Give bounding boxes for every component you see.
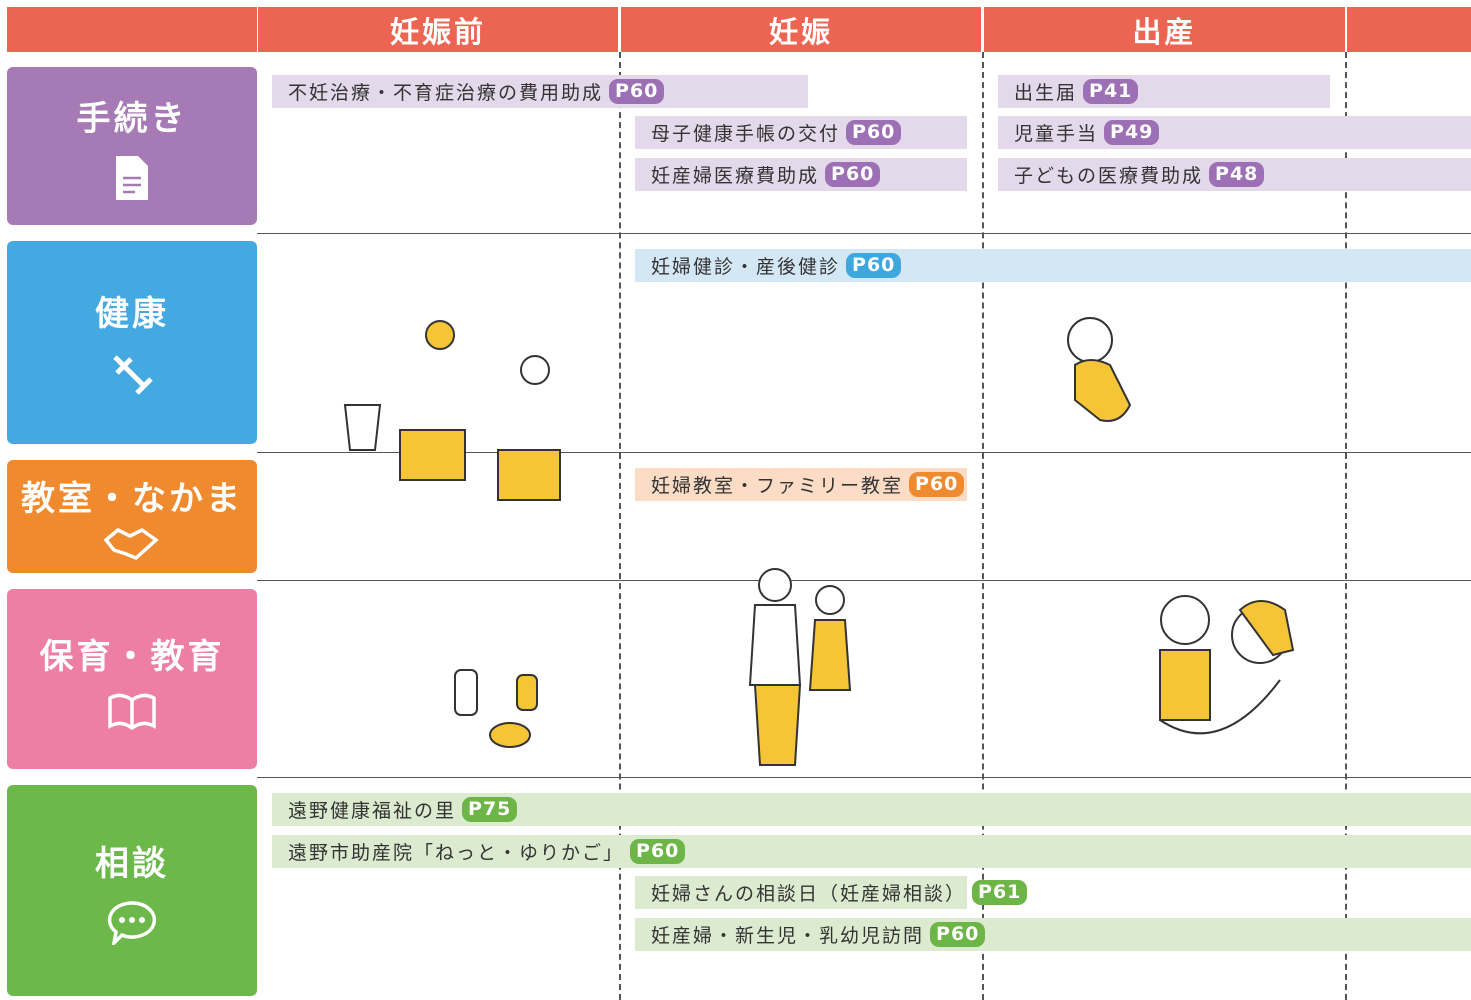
item-text: 妊婦さんの相談日（妊産婦相談）: [651, 883, 967, 905]
header-blank: [7, 7, 257, 52]
item: 遠野健康福祉の里 P75: [272, 793, 1471, 826]
row-line: [257, 452, 1471, 453]
page-badge: P49: [1104, 120, 1160, 145]
illustration-family: [748, 568, 852, 766]
item: 出生届 P41: [998, 75, 1330, 108]
stage-header: 出産: [984, 7, 1345, 52]
divider: [619, 52, 621, 1000]
handshake-icon: [103, 527, 159, 561]
item-text: 妊産婦医療費助成: [651, 165, 820, 187]
item-text: 遠野市助産院「ねっと・ゆりかご」: [288, 842, 625, 864]
category: 健康: [7, 241, 257, 444]
page-badge: P75: [462, 797, 518, 822]
category-label: 健康: [95, 294, 169, 334]
row-line: [257, 580, 1471, 581]
item: 妊産婦・新生児・乳幼児訪問 P60: [635, 918, 1471, 951]
category-label: 相談: [95, 844, 169, 884]
page-badge: P41: [1083, 79, 1139, 104]
item-text: 出生届: [1014, 82, 1078, 104]
page-badge: P48: [1209, 162, 1265, 187]
syringe-icon: [113, 355, 153, 395]
header-blank: [1347, 7, 1471, 52]
divider: [982, 52, 984, 1000]
item-text: 不妊治療・不育症治療の費用助成: [288, 82, 604, 104]
illustration-consult: [343, 320, 561, 501]
doc-icon: [116, 155, 148, 200]
page-badge: P60: [609, 79, 665, 104]
page-badge: P60: [909, 472, 965, 497]
stage-header: 妊娠前: [258, 7, 618, 52]
category: 保育・教育: [7, 589, 257, 769]
page-badge: P60: [846, 253, 902, 278]
category-label: 保育・教育: [39, 636, 225, 677]
category: 教室・なかま: [7, 460, 257, 573]
category: 手続き: [7, 67, 257, 225]
item-text: 子どもの医療費助成: [1014, 165, 1204, 187]
divider: [1345, 52, 1347, 1000]
item: 妊婦さんの相談日（妊産婦相談） P61: [635, 876, 1028, 909]
page-badge: P60: [846, 120, 902, 145]
item: 妊産婦医療費助成 P60: [635, 158, 967, 191]
item: 子どもの医療費助成 P48: [998, 158, 1471, 191]
category-label: 手続き: [76, 98, 188, 139]
category: 相談: [7, 785, 257, 996]
item: 遠野市助産院「ねっと・ゆりかご」 P60: [272, 835, 1471, 868]
chat-icon: [107, 901, 157, 945]
book-icon: [108, 693, 156, 730]
item: 不妊治療・不育症治療の費用助成 P60: [272, 75, 808, 108]
illustration-toys: [454, 669, 538, 748]
item: 妊婦教室・ファミリー教室 P60: [635, 468, 967, 501]
item-text: 妊婦教室・ファミリー教室: [651, 475, 904, 497]
category-label: 教室・なかま: [21, 479, 243, 519]
item: 妊婦健診・産後健診 P60: [635, 249, 1471, 282]
row-line: [257, 233, 1471, 234]
item: 児童手当 P49: [998, 116, 1471, 149]
page-badge: P60: [630, 839, 686, 864]
page-badge: P60: [930, 922, 986, 947]
item-text: 妊婦健診・産後健診: [651, 256, 841, 278]
item: 母子健康手帳の交付 P60: [635, 116, 967, 149]
row-line: [257, 777, 1471, 778]
item-text: 母子健康手帳の交付: [651, 123, 841, 145]
item-text: 児童手当: [1014, 123, 1099, 145]
illustration-parent: [1159, 595, 1295, 735]
page-badge: P60: [825, 162, 881, 187]
item-text: 妊産婦・新生児・乳幼児訪問: [651, 925, 925, 947]
item-text: 遠野健康福祉の里: [288, 800, 457, 822]
illustration-baby: [1067, 317, 1132, 422]
page-badge: P61: [972, 880, 1028, 905]
stage-header: 妊娠: [621, 7, 981, 52]
